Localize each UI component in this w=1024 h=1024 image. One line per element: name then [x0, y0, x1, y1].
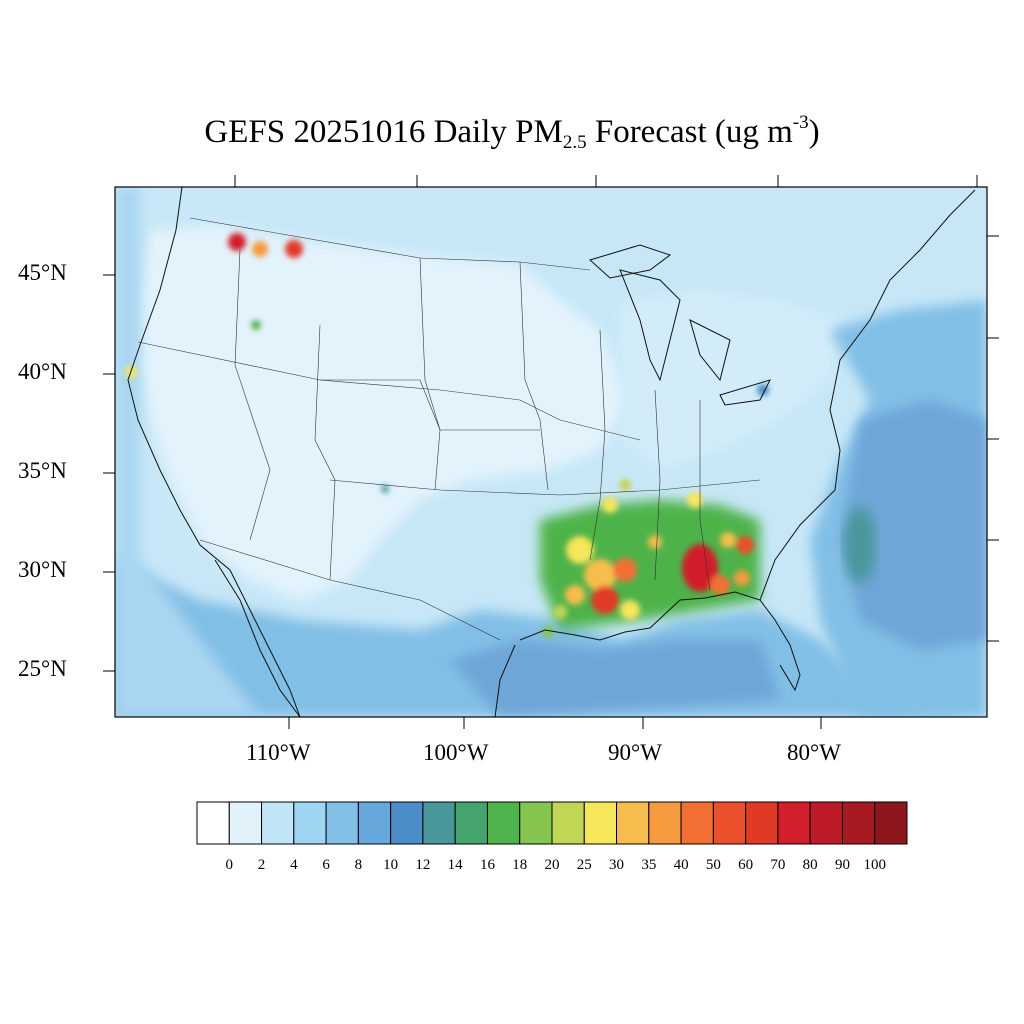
lat-label-40: 40°N [18, 359, 67, 384]
title-suffix: ) [808, 114, 820, 150]
colorbar-label-12: 30 [609, 857, 625, 873]
colorbar-box-5 [357, 801, 392, 845]
colorbar-box-11 [551, 801, 585, 845]
chart-title: GEFS 20251016 Daily PM2.5 Forecast (ug m… [0, 112, 1024, 154]
colorbar-label-13: 35 [641, 857, 657, 873]
colorbar-box-8 [454, 801, 488, 845]
colorbar-box-0 [196, 801, 230, 845]
border-line-7 [589, 329, 606, 561]
colorbar-label-4: 8 [354, 857, 363, 873]
northeast-region [620, 290, 840, 470]
border-line-4 [419, 257, 441, 491]
axis-ticks [103, 175, 999, 729]
map-frame [114, 186, 988, 718]
colorbar-box-10 [519, 801, 553, 845]
colorbar-label-17: 70 [770, 857, 786, 873]
colorbar-label-11: 25 [576, 857, 592, 873]
colorbar-box-20 [841, 801, 876, 845]
lat-label-30: 30°N [18, 557, 67, 582]
lat-label-45: 45°N [18, 260, 67, 285]
colorbar-label-6: 12 [415, 857, 431, 873]
coastlines [127, 187, 976, 717]
border-line-8 [654, 389, 661, 581]
colorbar-label-10: 20 [544, 857, 560, 873]
title-superscript: -3 [792, 112, 809, 133]
colorbar-label-2: 4 [290, 857, 298, 873]
colorbar-box-6 [390, 801, 424, 845]
colorbar-box-13 [616, 801, 650, 845]
lake-superior [589, 244, 672, 279]
colorbar-box-17 [745, 801, 779, 845]
lake-erie [719, 379, 771, 406]
pacific-waters [115, 187, 260, 717]
colorbar-label-0: 0 [225, 857, 234, 873]
colorbar-box-2 [261, 801, 295, 845]
colorbar-label-7: 14 [447, 857, 463, 873]
lat-label-35: 35°N [18, 458, 67, 483]
colorbar-box-19 [809, 801, 843, 845]
colorbar-box-3 [293, 801, 327, 845]
colorbar-box-18 [777, 801, 811, 845]
state-borders [137, 217, 761, 641]
lon-label-100w: 100°W [423, 740, 489, 765]
colorbar-label-9: 18 [512, 857, 528, 873]
lon-label-80w: 80°W [787, 740, 841, 765]
us-mexico-border [199, 539, 501, 641]
concentration-field [115, 187, 987, 717]
colorbar-box-9 [486, 801, 521, 845]
colorbar-box-12 [583, 801, 618, 845]
clean-air-region [140, 225, 630, 600]
us-canada-border [189, 217, 591, 271]
border-line-10 [320, 379, 540, 431]
colorbar-label-15: 50 [705, 857, 721, 873]
lon-label-110w: 110°W [246, 740, 311, 765]
colorbar-label-19: 90 [834, 857, 850, 873]
colorbar-label-16: 60 [738, 857, 754, 873]
colorbar-box-16 [712, 801, 747, 845]
colorbar-label-5: 10 [383, 857, 399, 873]
title-prefix: GEFS 20251016 Daily PM [204, 114, 563, 150]
colorbar-box-14 [648, 801, 682, 845]
fire-hotspots [542, 479, 754, 638]
colorbar-box-21 [874, 801, 908, 845]
lake-huron [689, 319, 731, 382]
atlantic-coastline [759, 189, 976, 601]
gulf-coastline [519, 591, 801, 692]
border-line-2 [234, 249, 271, 541]
border-line-6 [329, 479, 761, 496]
colorbar-box-4 [325, 801, 359, 845]
colorbar-label-14: 40 [673, 857, 689, 873]
title-middle: Forecast (ug m [586, 114, 793, 150]
border-line-5 [519, 261, 549, 491]
title-subscript: 2.5 [562, 132, 587, 153]
atlantic-deep-waters [840, 400, 987, 650]
mexico-gulf-coast [494, 644, 516, 717]
colorbar-label-1: 2 [257, 857, 266, 873]
baja-peninsula [214, 559, 301, 717]
colorbar-label-18: 80 [802, 857, 818, 873]
colorbar-label-3: 6 [322, 857, 330, 873]
lat-label-25: 25°N [18, 656, 67, 681]
border-line-3 [314, 324, 336, 581]
pacific-coastline [127, 187, 301, 717]
atlantic-plume [844, 507, 876, 583]
colorbar-label-20: 100 [863, 857, 886, 873]
border-line-1 [137, 341, 641, 441]
colorbar-box-1 [228, 801, 263, 845]
colorbar-label-8: 16 [479, 857, 495, 873]
lake-michigan [619, 269, 681, 382]
colorbar-box-7 [422, 801, 456, 845]
gulf-deep-waters [450, 640, 780, 717]
colorbar-box-15 [680, 801, 714, 845]
colorbar [196, 801, 908, 845]
lon-label-90w: 90°W [608, 740, 662, 765]
border-line-9 [699, 400, 711, 591]
northwest-fires [125, 233, 769, 493]
